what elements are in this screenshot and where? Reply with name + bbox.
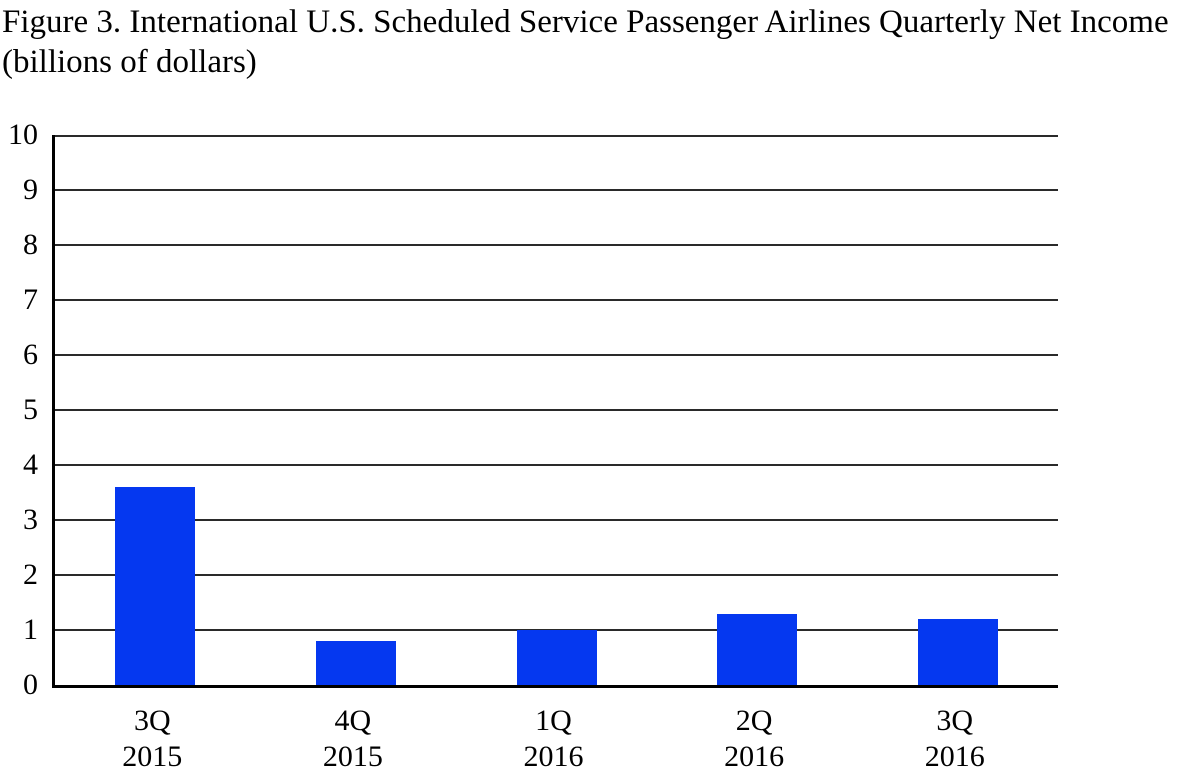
bar-1q-2016 (516, 630, 597, 685)
y-tick-label-2: 2 (23, 558, 38, 591)
gridline-y-2 (55, 574, 1058, 576)
y-tick-label-5: 5 (23, 393, 38, 426)
y-tick-label-1: 1 (23, 613, 38, 646)
plot-area (52, 135, 1058, 688)
figure-title-block: Figure 3. International U.S. Scheduled S… (2, 2, 1200, 82)
gridline-y-5 (55, 409, 1058, 411)
x-tick-label-3q-2015: 3Q 2015 (122, 704, 183, 773)
gridline-y-8 (55, 244, 1058, 246)
gridline-y-3 (55, 519, 1058, 521)
gridline-y-10 (55, 135, 1058, 137)
bar-2q-2016 (717, 613, 798, 685)
bar-4q-2015 (315, 641, 396, 685)
x-tick-label-4q-2015: 4Q 2015 (322, 704, 383, 773)
y-tick-label-6: 6 (23, 338, 38, 371)
bar-3q-2016 (917, 619, 998, 685)
figure-subtitle: (billions of dollars) (2, 44, 257, 80)
y-tick-label-7: 7 (23, 283, 38, 316)
y-tick-label-0: 0 (23, 668, 38, 701)
figure-title: Figure 3. International U.S. Scheduled S… (2, 4, 1169, 40)
x-tick-label-1q-2016: 1Q 2016 (523, 704, 584, 773)
bar-3q-2015 (115, 487, 196, 685)
y-tick-label-4: 4 (23, 448, 38, 481)
x-tick-label-3q-2016: 3Q 2016 (924, 704, 985, 773)
gridline-y-7 (55, 299, 1058, 301)
y-tick-label-3: 3 (23, 503, 38, 536)
y-tick-label-8: 8 (23, 228, 38, 261)
y-tick-label-9: 9 (23, 173, 38, 206)
gridline-y-4 (55, 464, 1058, 466)
gridline-y-9 (55, 189, 1058, 191)
y-tick-label-10: 10 (8, 118, 38, 151)
gridline-y-6 (55, 354, 1058, 356)
x-tick-label-2q-2016: 2Q 2016 (724, 704, 785, 773)
